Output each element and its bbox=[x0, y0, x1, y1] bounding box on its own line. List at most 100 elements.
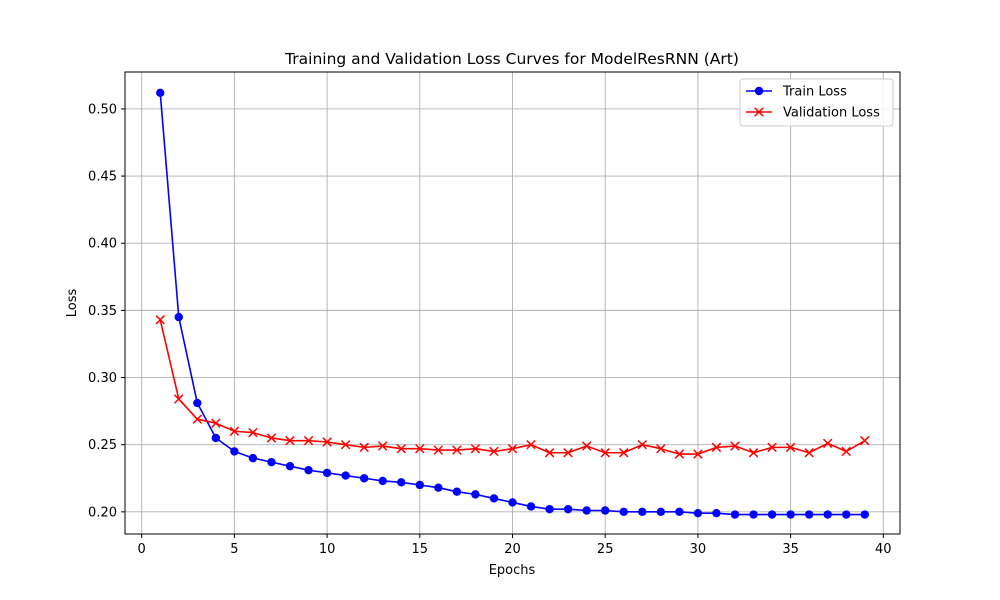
train-loss-point bbox=[322, 468, 332, 478]
train-loss-point bbox=[675, 507, 684, 517]
train-loss-point bbox=[156, 88, 165, 98]
validation-loss-point bbox=[285, 435, 295, 446]
x-tick-label: 30 bbox=[690, 542, 707, 557]
train-loss-point bbox=[693, 508, 703, 518]
validation-loss-point bbox=[322, 437, 332, 447]
train-loss-point bbox=[471, 490, 480, 499]
validation-loss-point bbox=[266, 433, 277, 443]
validation-loss-point bbox=[396, 443, 406, 454]
train-loss-point bbox=[415, 480, 424, 490]
train-loss-point bbox=[638, 507, 647, 517]
train-loss-point bbox=[601, 506, 610, 515]
validation-loss-point bbox=[470, 443, 481, 454]
validation-loss-point bbox=[489, 446, 499, 457]
validation-loss-point bbox=[860, 435, 870, 446]
validation-loss-point bbox=[452, 445, 462, 455]
y-tick-label: 0.30 bbox=[88, 371, 117, 386]
train-loss-point bbox=[767, 510, 777, 519]
train-loss-point bbox=[341, 471, 350, 480]
chart-title: Training and Validation Loss Curves for … bbox=[284, 50, 739, 68]
train-loss-point bbox=[452, 487, 462, 496]
train-loss-point bbox=[860, 510, 869, 519]
train-loss-point bbox=[193, 398, 202, 408]
train-loss-point bbox=[786, 510, 795, 519]
series-layer bbox=[155, 88, 870, 519]
validation-loss-point bbox=[804, 448, 814, 458]
train-loss-point bbox=[712, 508, 721, 518]
validation-loss-point bbox=[619, 448, 629, 458]
train-loss-series bbox=[156, 88, 869, 519]
validation-loss-point bbox=[637, 439, 648, 450]
x-tick-label: 0 bbox=[138, 542, 146, 557]
validation-loss-point bbox=[841, 446, 851, 457]
validation-loss-point bbox=[415, 443, 425, 454]
y-tick-label: 0.40 bbox=[88, 237, 117, 252]
validation-loss-point bbox=[229, 426, 240, 436]
y-tick-label: 0.25 bbox=[88, 438, 117, 453]
axis-ticks: 0 5 10 15 20 25 30 35 40 0.20 0.25 0.30 0.35 0.40 0.45… bbox=[88, 102, 892, 557]
train-loss-point bbox=[434, 483, 443, 492]
train-loss-point bbox=[842, 510, 851, 519]
train-loss-point bbox=[489, 494, 499, 503]
y-tick-label: 0.50 bbox=[88, 102, 117, 117]
validation-loss-point bbox=[507, 443, 518, 454]
train-loss-point bbox=[267, 457, 276, 467]
x-axis-label: Epochs bbox=[489, 563, 536, 578]
validation-loss-point bbox=[600, 448, 610, 458]
validation-loss-point bbox=[211, 418, 221, 428]
validation-loss-point bbox=[563, 448, 573, 458]
validation-loss-point bbox=[767, 442, 777, 453]
validation-loss-point bbox=[340, 439, 351, 450]
validation-loss-point bbox=[693, 449, 703, 459]
legend-label: Train Loss bbox=[782, 85, 847, 100]
validation-loss-point bbox=[711, 442, 722, 453]
legend-item-train-loss: Train Loss bbox=[746, 85, 847, 100]
y-axis-label: Loss bbox=[65, 289, 80, 318]
y-tick-label: 0.20 bbox=[88, 505, 117, 520]
validation-loss-point bbox=[674, 449, 685, 459]
train-loss-point bbox=[563, 504, 573, 514]
validation-loss-point bbox=[822, 438, 833, 449]
train-loss-point bbox=[378, 476, 387, 486]
x-tick-label: 15 bbox=[412, 542, 429, 557]
train-loss-point bbox=[526, 502, 536, 511]
train-loss-point bbox=[230, 447, 239, 456]
legend-label: Validation Loss bbox=[783, 106, 880, 121]
validation-loss-point bbox=[174, 394, 184, 404]
validation-loss-point bbox=[785, 442, 796, 453]
train-loss-point bbox=[508, 498, 517, 507]
validation-loss-point bbox=[192, 414, 203, 424]
x-tick-label: 40 bbox=[875, 542, 892, 557]
train-loss-point bbox=[545, 504, 554, 514]
train-loss-point bbox=[804, 510, 814, 519]
validation-loss-point bbox=[359, 442, 369, 453]
legend-box bbox=[739, 78, 894, 127]
legend-marker bbox=[754, 86, 764, 96]
legend-marker bbox=[754, 107, 764, 117]
train-loss-point bbox=[656, 507, 666, 517]
validation-loss-point bbox=[581, 441, 592, 451]
train-loss-point bbox=[397, 478, 406, 487]
x-tick-label: 25 bbox=[597, 542, 614, 557]
y-tick-label: 0.35 bbox=[88, 304, 117, 319]
train-loss-point bbox=[823, 510, 832, 519]
y-tick-label: 0.45 bbox=[88, 170, 117, 185]
x-tick-label: 20 bbox=[504, 542, 521, 557]
x-tick-label: 10 bbox=[319, 542, 336, 557]
validation-loss-point bbox=[656, 443, 666, 454]
validation-loss-point bbox=[155, 315, 165, 325]
legend: Train Loss Validation Loss bbox=[739, 78, 894, 127]
train-loss-point bbox=[619, 507, 628, 517]
validation-loss-point bbox=[377, 441, 388, 451]
validation-loss-point bbox=[730, 441, 740, 451]
validation-loss-series bbox=[155, 315, 870, 459]
train-loss-point bbox=[211, 433, 221, 443]
validation-loss-point bbox=[433, 445, 444, 455]
train-loss-point bbox=[359, 474, 369, 483]
validation-loss-point bbox=[748, 448, 759, 458]
train-loss-point bbox=[582, 506, 591, 515]
train-loss-point bbox=[285, 461, 295, 471]
train-loss-point bbox=[248, 453, 258, 463]
train-loss-point bbox=[749, 510, 758, 519]
